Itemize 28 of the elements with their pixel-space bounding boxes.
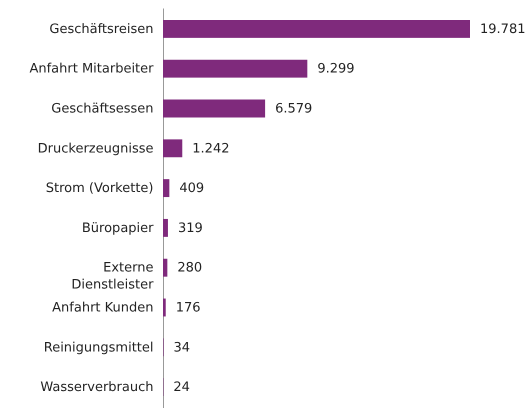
y-tick-label: Wasserverbrauch	[40, 380, 154, 396]
y-tick-label: Büropapier	[82, 220, 154, 236]
y-tick-label: Reinigungsmittel	[44, 340, 154, 356]
data-label: 280	[177, 260, 202, 276]
bar	[163, 218, 168, 237]
y-tick-label: Anfahrt Kunden	[52, 300, 154, 316]
bar	[163, 258, 168, 277]
bar	[163, 298, 166, 316]
data-label: 1.242	[192, 141, 230, 156]
data-label: 319	[178, 220, 203, 236]
y-tick-label: Druckerzeugnisse	[38, 141, 154, 156]
bar	[163, 139, 182, 158]
data-label: 409	[179, 181, 204, 196]
data-label: 34	[174, 340, 190, 356]
data-label: 19.781	[480, 22, 526, 37]
y-tick-label: Strom (Vorkette)	[46, 181, 154, 196]
data-label: 6.579	[275, 102, 312, 116]
bar	[163, 179, 170, 198]
y-tick-label: Geschäftsessen	[51, 102, 154, 116]
data-label: 9.299	[317, 62, 355, 77]
y-tick-label: Externe Dienstleister	[71, 260, 154, 293]
bar	[163, 60, 308, 78]
y-tick-label: Geschäftsreisen	[49, 22, 154, 37]
data-label: 24	[173, 380, 190, 396]
y-tick-label: Anfahrt Mitarbeiter	[29, 62, 154, 77]
data-label: 176	[176, 300, 201, 316]
bar	[163, 20, 470, 38]
bar	[163, 100, 266, 118]
